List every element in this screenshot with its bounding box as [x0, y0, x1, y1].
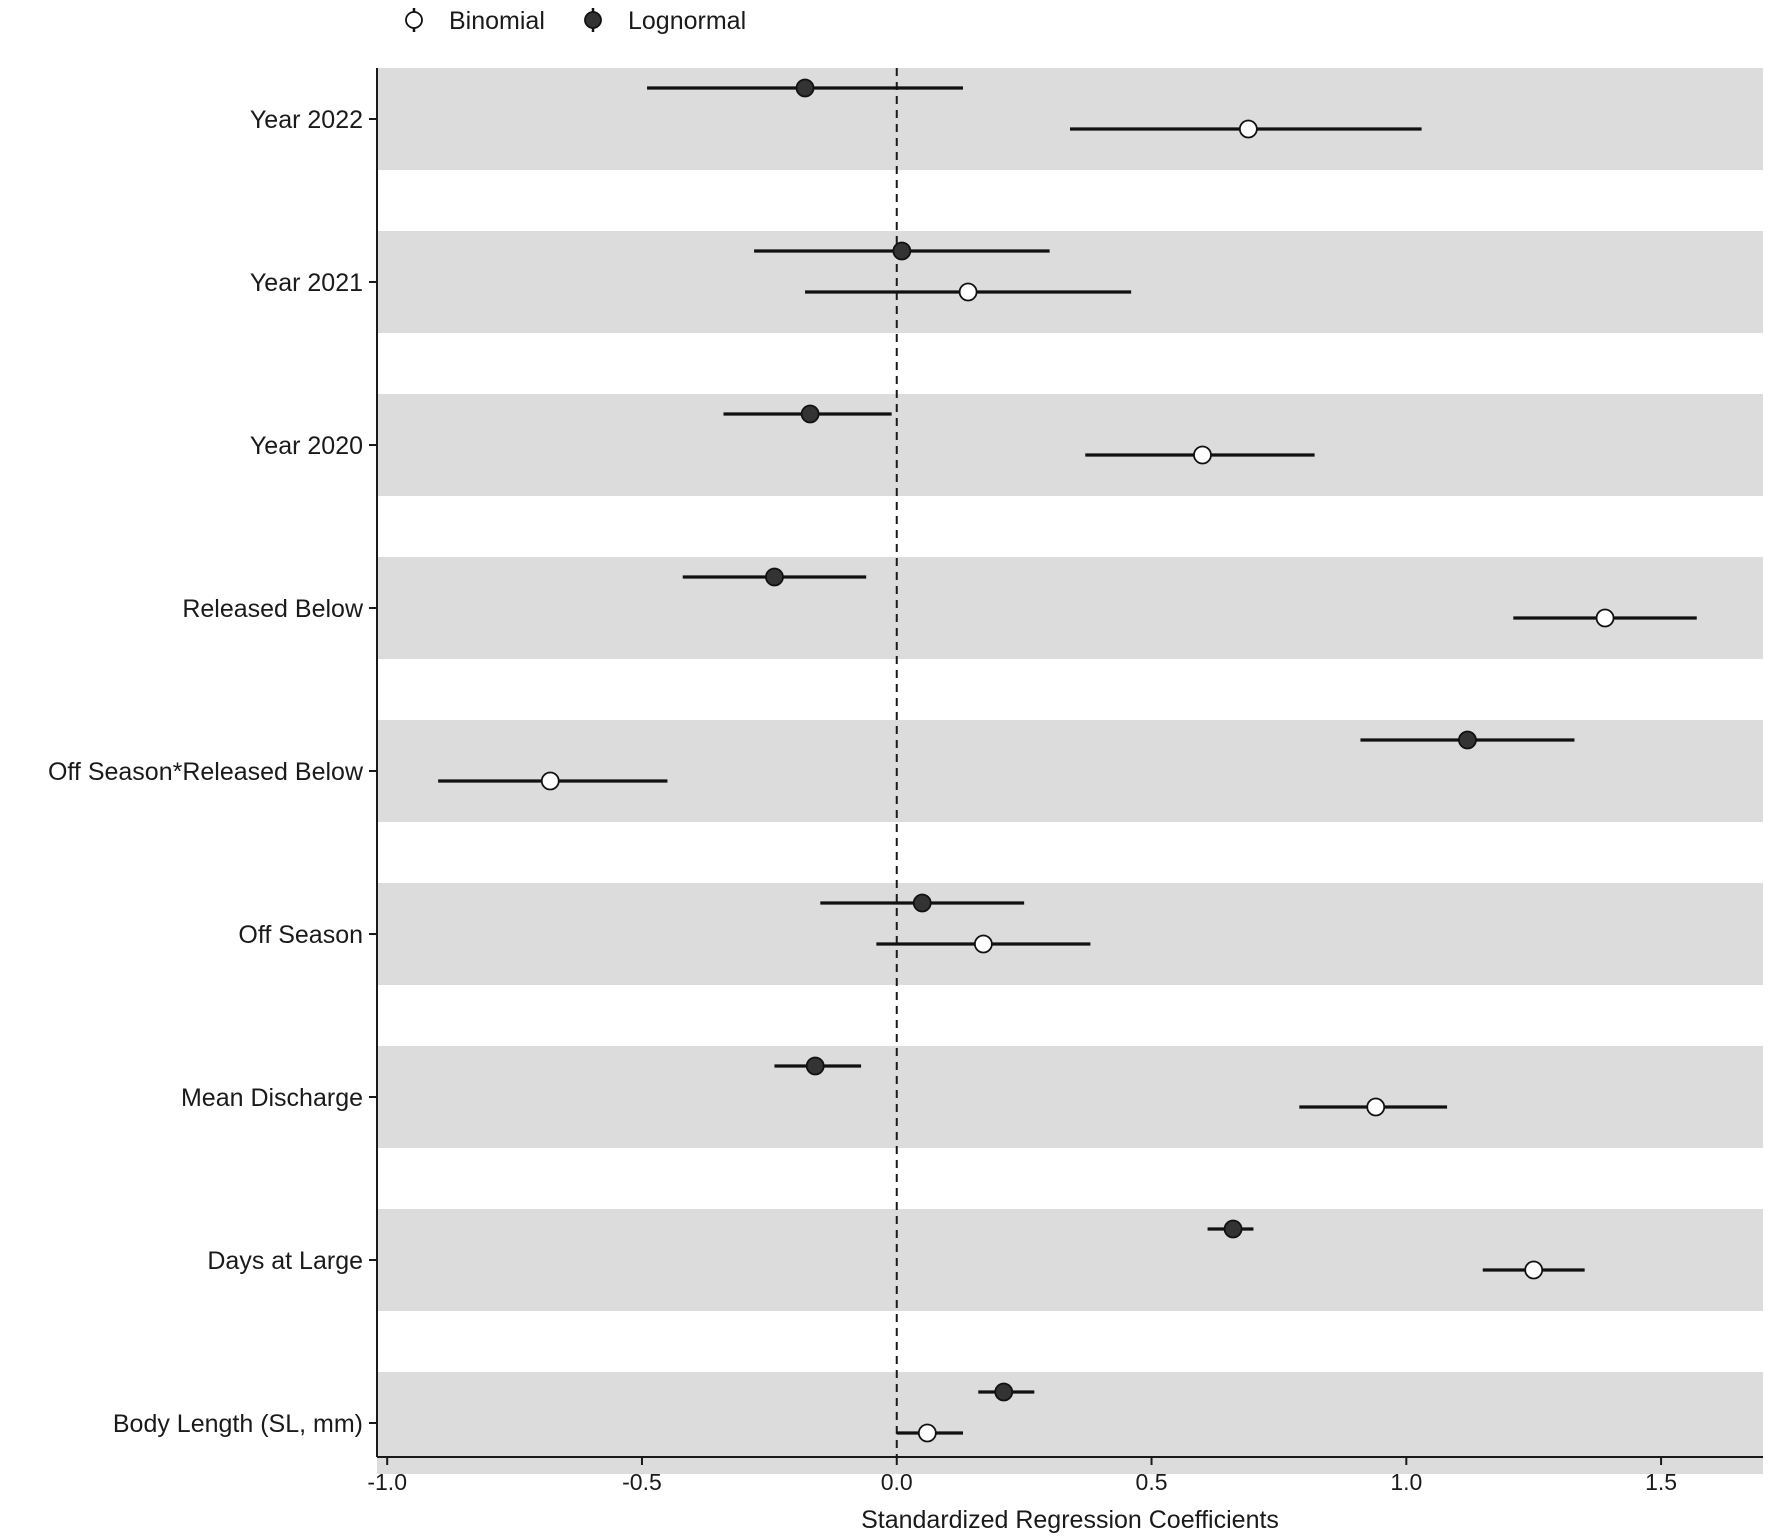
- legend-label: Binomial: [449, 7, 545, 35]
- y-tick-label: Year 2020: [250, 432, 363, 460]
- lognormal-point: [912, 893, 932, 913]
- x-axis-ticks: -1.0 -0.5 0.0 0.5 1.0 1.5: [367, 1457, 1677, 1495]
- lognormal-point: [892, 241, 912, 261]
- row-band: [377, 883, 1763, 985]
- y-tick-label: Off Season*Released Below: [48, 758, 364, 786]
- row-band: [377, 720, 1763, 822]
- row-band: [377, 1209, 1763, 1311]
- x-tick-label: 0.5: [1136, 1469, 1168, 1495]
- y-tick-label: Mean Discharge: [181, 1084, 363, 1112]
- row-band: [377, 231, 1763, 333]
- x-tick-label: 0.0: [881, 1469, 913, 1495]
- row-band: [377, 1046, 1763, 1148]
- y-tick-label: Days at Large: [207, 1247, 363, 1275]
- lognormal-point: [1223, 1219, 1243, 1239]
- lognormal-point: [765, 567, 784, 587]
- binomial-point: [917, 1423, 937, 1443]
- row-band: [377, 68, 1763, 170]
- binomial-point: [1193, 445, 1212, 465]
- y-tick-label: Released Below: [182, 595, 364, 623]
- binomial-point: [1238, 119, 1258, 139]
- binomial-point: [1366, 1097, 1386, 1117]
- x-tick-label: -0.5: [622, 1469, 662, 1495]
- lognormal-point: [1458, 730, 1477, 750]
- x-axis-title: Standardized Regression Coefficients: [861, 1506, 1279, 1534]
- row-band: [377, 394, 1763, 496]
- binomial-point: [973, 934, 993, 954]
- estimate-marks: [438, 78, 1697, 1443]
- legend: Binomial Lognormal: [405, 7, 746, 35]
- binomial-point: [1595, 608, 1615, 628]
- row-band: [377, 1372, 1763, 1474]
- x-tick-label: 1.5: [1645, 1469, 1677, 1495]
- binomial-point: [1524, 1260, 1544, 1280]
- binomial-point: [958, 282, 978, 302]
- y-tick-label: Year 2022: [250, 106, 363, 134]
- y-tick-label: Year 2021: [250, 269, 363, 297]
- y-tick-label: Body Length (SL, mm): [113, 1410, 363, 1438]
- lognormal-point: [795, 78, 815, 98]
- axes: [376, 68, 1763, 1458]
- row-bands: [377, 68, 1763, 1474]
- row-band: [377, 557, 1763, 659]
- x-tick-label: 1.0: [1390, 1469, 1422, 1495]
- lognormal-point: [994, 1382, 1014, 1402]
- legend-label: Lognormal: [628, 7, 746, 35]
- y-axis-ticks: Year 2022 Year 2021 Year 2020 Released Belo…: [48, 106, 377, 1438]
- lognormal-point: [805, 1056, 825, 1076]
- legend-filled-circle-icon: [584, 11, 602, 29]
- y-tick-label: Off Season: [238, 921, 363, 949]
- x-tick-label: -1.0: [367, 1469, 407, 1495]
- legend-open-circle-icon: [405, 11, 423, 29]
- lognormal-point: [800, 404, 820, 424]
- binomial-point: [540, 771, 560, 791]
